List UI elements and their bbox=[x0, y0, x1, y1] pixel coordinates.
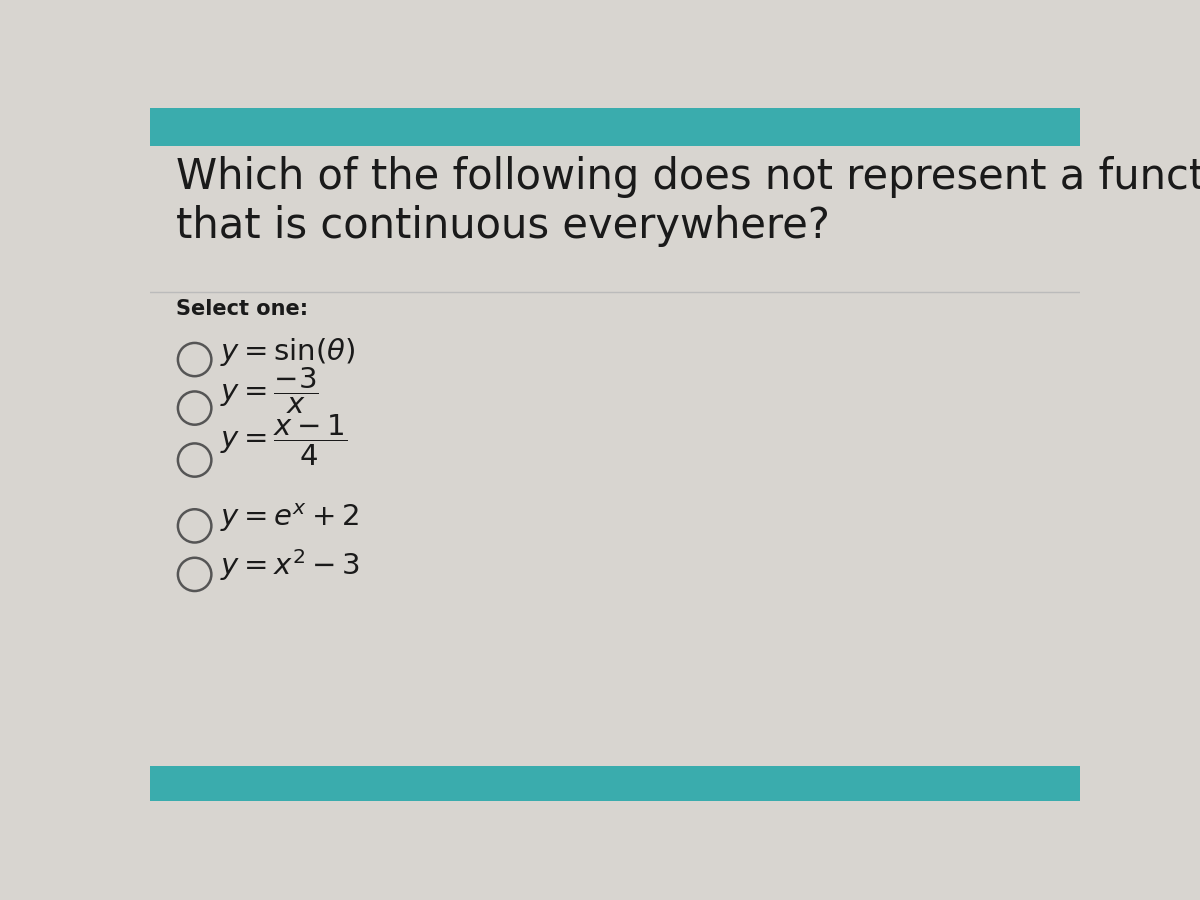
Bar bbox=[150, 108, 1080, 146]
Text: Which of the following does not represent a function: Which of the following does not represen… bbox=[176, 156, 1200, 198]
Text: Select one:: Select one: bbox=[176, 300, 308, 319]
Text: $y = \dfrac{x-1}{4}$: $y = \dfrac{x-1}{4}$ bbox=[220, 413, 347, 468]
Text: that is continuous everywhere?: that is continuous everywhere? bbox=[176, 204, 830, 247]
Text: $y = \sin(\theta)$: $y = \sin(\theta)$ bbox=[220, 336, 355, 368]
Text: $y = e^{x} + 2$: $y = e^{x} + 2$ bbox=[220, 502, 359, 535]
Bar bbox=[150, 767, 1080, 801]
Text: $y = x^{2} - 3$: $y = x^{2} - 3$ bbox=[220, 547, 360, 582]
Text: $y = \dfrac{-3}{x}$: $y = \dfrac{-3}{x}$ bbox=[220, 366, 318, 417]
